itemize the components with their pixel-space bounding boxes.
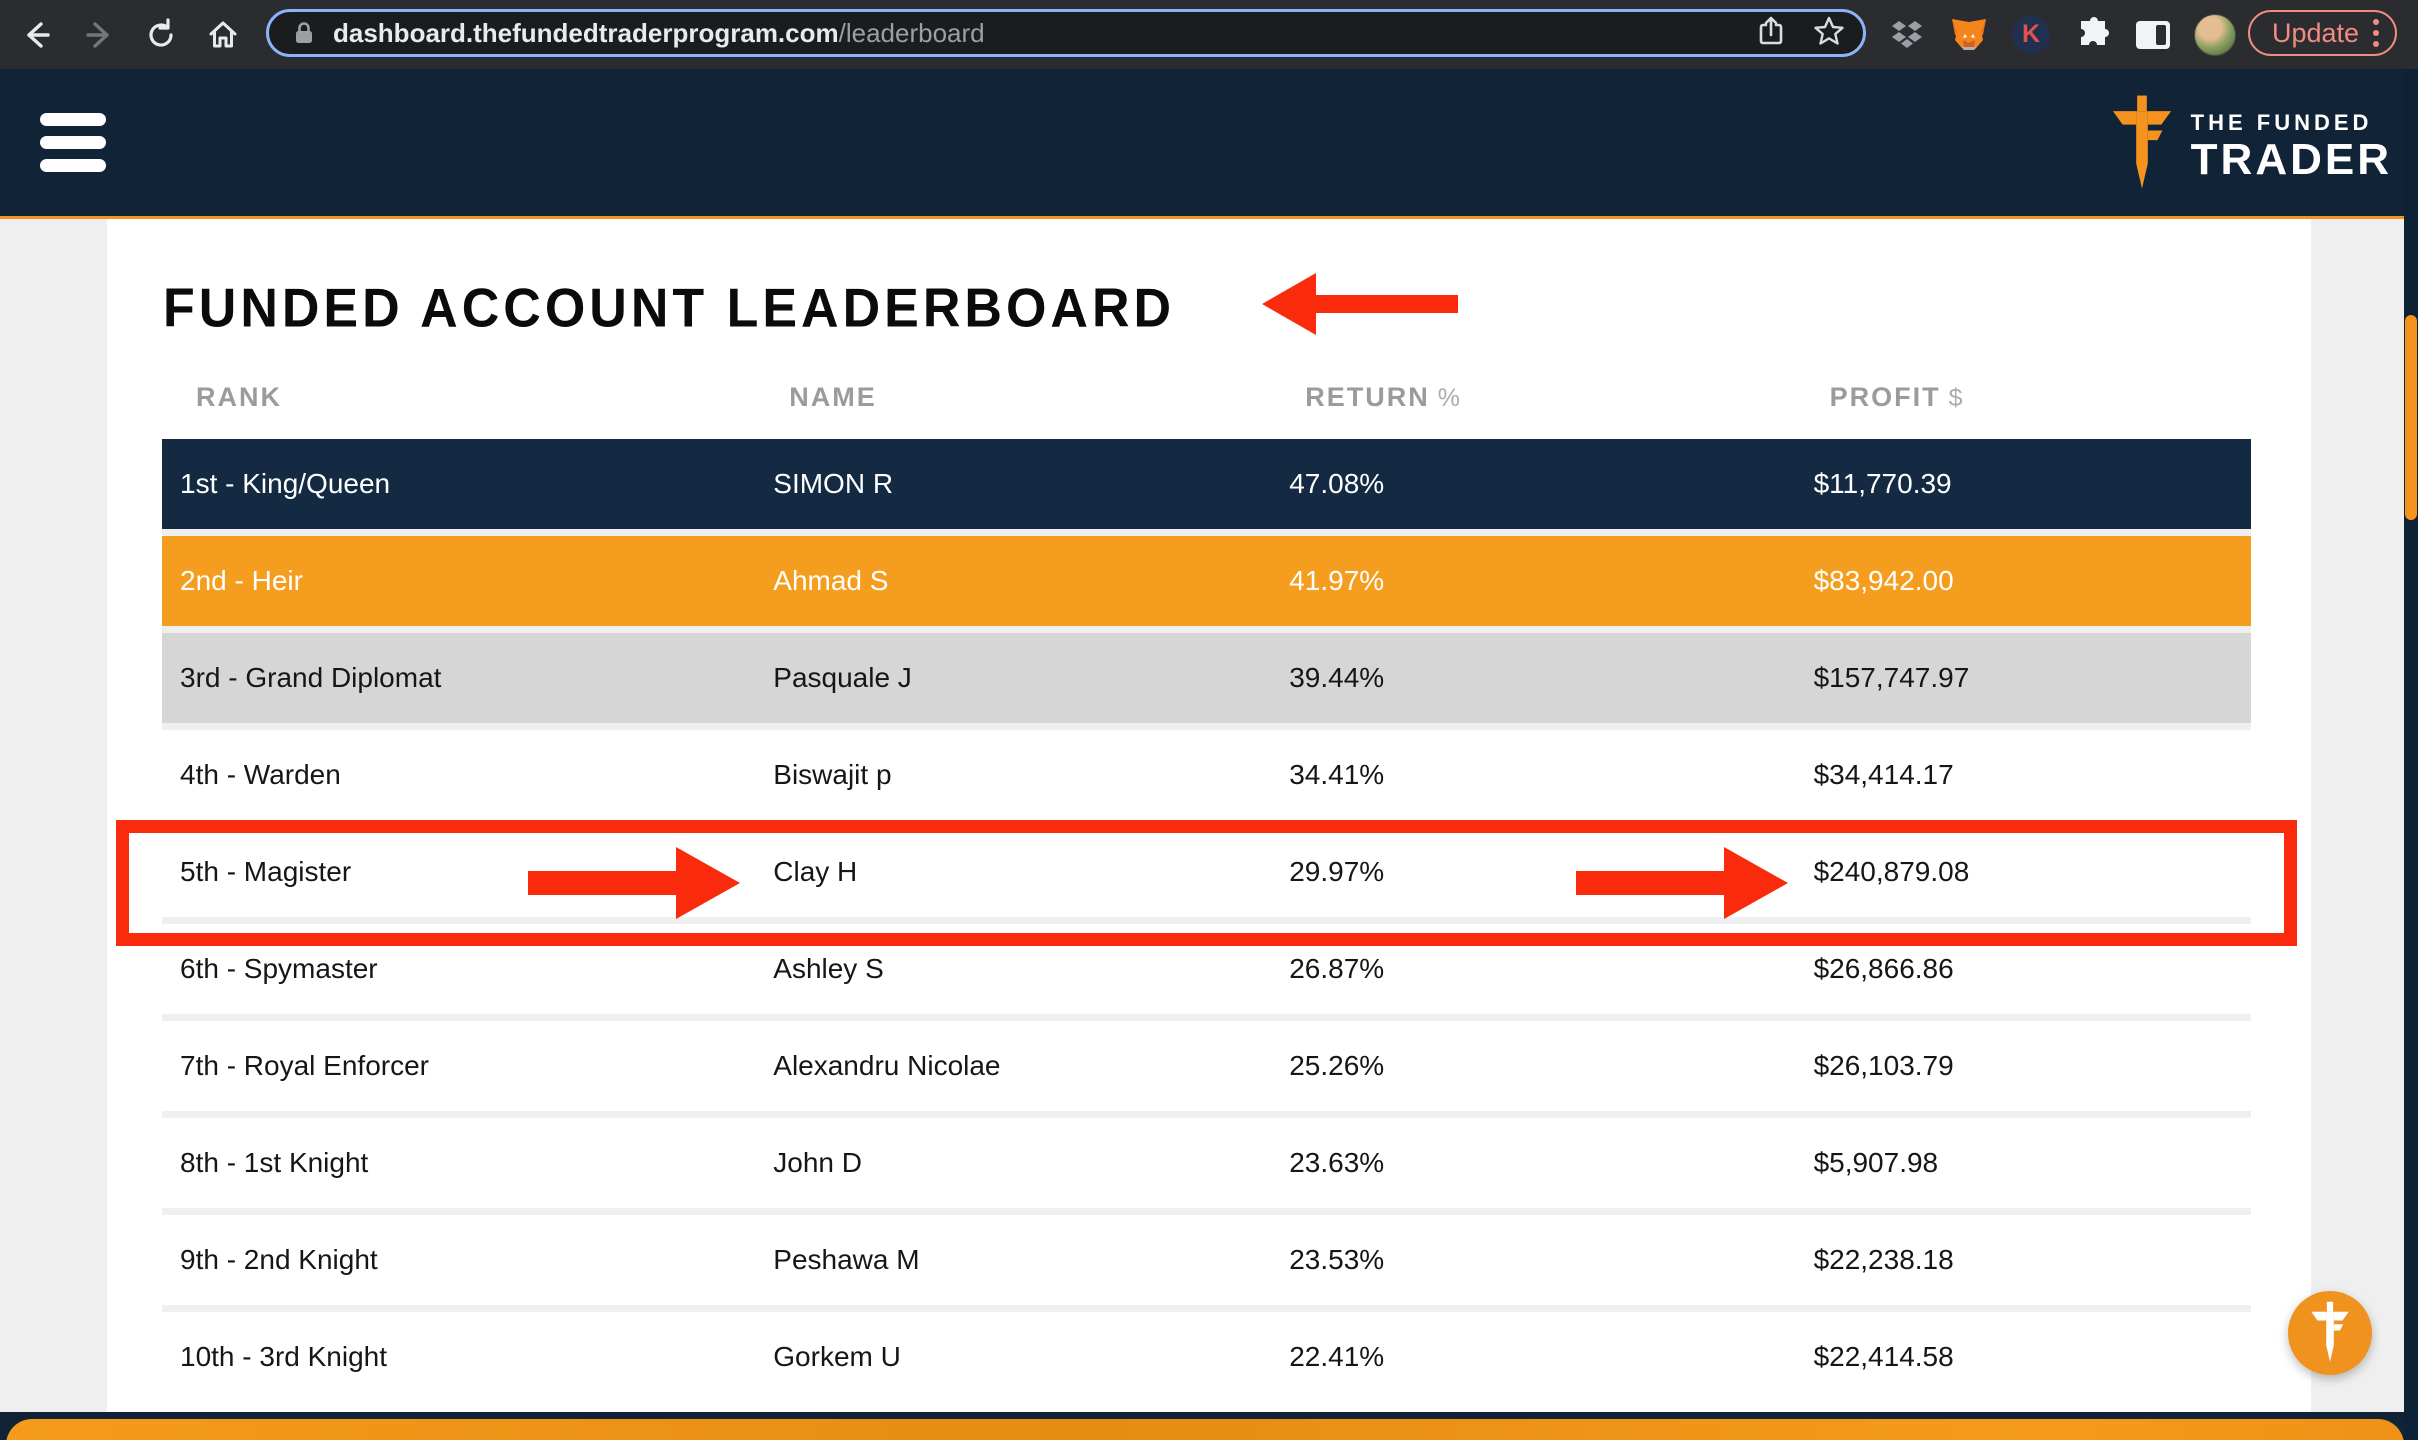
leaderboard-rows: 1st - King/Queen SIMON R 47.08% $11,770.39 2… — [162, 439, 2251, 1402]
cell-name: Biswajit p — [773, 759, 892, 790]
cell-rank: 4th - Warden — [180, 759, 341, 790]
url-path: /leaderboard — [838, 17, 985, 48]
cell-return: 34.41% — [1289, 759, 1385, 790]
leaderboard-row: 1st - King/Queen SIMON R 47.08% $11,770.39 — [162, 439, 2251, 536]
forward-button[interactable] — [76, 12, 122, 58]
cell-return: 39.44% — [1289, 662, 1385, 693]
cell-name: Pasquale J — [773, 662, 912, 693]
cell-rank: 2nd - Heir — [180, 565, 303, 596]
page-content: FUNDED ACCOUNT LEADERBOARD RANK NAME RET… — [107, 219, 2311, 1440]
page-scrollbar-thumb[interactable] — [2405, 315, 2417, 520]
brand-line1: THE FUNDED — [2190, 109, 2373, 135]
leaderboard-row: 9th - 2nd Knight Peshawa M 23.53% $22,238.1… — [162, 1215, 2251, 1312]
reload-button[interactable] — [138, 12, 184, 58]
lock-icon — [291, 20, 317, 46]
dropbox-extension-icon[interactable] — [1888, 16, 1926, 54]
home-button[interactable] — [200, 12, 246, 58]
cell-return: 22.41% — [1289, 1341, 1385, 1372]
leaderboard-row: 8th - 1st Knight John D 23.63% $5,907.98 — [162, 1118, 2251, 1215]
cell-profit: $22,238.18 — [1813, 1244, 1954, 1275]
extensions-puzzle-icon[interactable] — [2074, 16, 2112, 54]
cell-return: 29.97% — [1289, 856, 1385, 887]
cell-profit: $22,414.58 — [1813, 1341, 1954, 1372]
leaderboard-row: 10th - 3rd Knight Gorkem U 22.41% $22,414.5… — [162, 1312, 2251, 1402]
cell-name: Ahmad S — [773, 565, 889, 596]
bookmark-star-icon[interactable] — [1813, 15, 1845, 52]
cell-profit: $11,770.39 — [1813, 468, 1952, 499]
cell-rank: 9th - 2nd Knight — [180, 1244, 378, 1275]
cell-rank: 10th - 3rd Knight — [180, 1341, 388, 1372]
leaderboard-row: 5th - Magister Clay H 29.97% $240,879.08 — [162, 827, 2251, 924]
cell-name: SIMON R — [773, 468, 894, 499]
leaderboard-row: 7th - Royal Enforcer Alexandru Nicolae 25.… — [162, 1021, 2251, 1118]
cell-name: Ashley S — [773, 953, 884, 984]
brand-line2: TRADER — [2190, 134, 2392, 184]
url-text: dashboard.thefundedtraderprogram.com/lea… — [333, 18, 985, 49]
support-fab-button[interactable] — [2288, 1291, 2372, 1375]
cell-name: Peshawa M — [773, 1244, 920, 1275]
leaderboard-row: 4th - Warden Biswajit p 34.41% $34,414.17 — [162, 730, 2251, 827]
column-header-name: NAME — [789, 382, 877, 412]
column-header-rank: RANK — [196, 382, 282, 412]
cell-rank: 5th - Magister — [180, 856, 352, 887]
cell-rank: 3rd - Grand Diplomat — [180, 662, 442, 693]
cell-name: Gorkem U — [773, 1341, 901, 1372]
leaderboard-row: 3rd - Grand Diplomat Pasquale J 39.44% $157… — [162, 633, 2251, 730]
cell-profit: $5,907.98 — [1813, 1147, 1939, 1178]
cell-return: 41.97% — [1289, 565, 1385, 596]
leaderboard-row: 2nd - Heir Ahmad S 41.97% $83,942.00 — [162, 536, 2251, 633]
cell-return: 23.63% — [1289, 1147, 1385, 1178]
browser-toolbar: dashboard.thefundedtraderprogram.com/lea… — [0, 0, 2418, 69]
browser-update-button[interactable]: Update — [2248, 10, 2398, 56]
address-bar[interactable]: dashboard.thefundedtraderprogram.com/lea… — [266, 9, 1866, 57]
cell-profit: $26,103.79 — [1813, 1050, 1954, 1081]
table-header-row: RANK NAME RETURN% PROFIT $ — [162, 382, 2251, 413]
cell-rank: 8th - 1st Knight — [180, 1147, 369, 1178]
cell-profit: $83,942.00 — [1813, 565, 1954, 596]
page-scrollbar-track[interactable] — [2404, 69, 2418, 1440]
cell-profit: $26,866.86 — [1813, 953, 1954, 984]
page-title: FUNDED ACCOUNT LEADERBOARD — [163, 278, 1176, 339]
leaderboard-row: 6th - Spymaster Ashley S 26.87% $26,866.86 — [162, 924, 2251, 1021]
browser-menu-icon[interactable] — [2373, 19, 2380, 47]
cell-return: 47.08% — [1289, 468, 1385, 499]
cell-name: John D — [773, 1147, 862, 1178]
side-panel-icon[interactable] — [2136, 20, 2170, 49]
sword-logo-icon — [2311, 1301, 2349, 1362]
site-header: THE FUNDED TRADER — [0, 69, 2418, 219]
cell-profit: $240,879.08 — [1813, 856, 1970, 887]
back-button[interactable] — [14, 12, 60, 58]
sword-logo-icon — [2111, 91, 2173, 202]
update-label: Update — [2272, 17, 2360, 48]
cell-rank: 6th - Spymaster — [180, 953, 378, 984]
cell-return: 25.26% — [1289, 1050, 1385, 1081]
profile-avatar[interactable] — [2194, 13, 2236, 56]
cell-name: Clay H — [773, 856, 858, 887]
url-host: dashboard.thefundedtraderprogram.com — [333, 17, 839, 48]
column-header-return: RETURN% — [1305, 382, 1462, 412]
cell-profit: $157,747.97 — [1813, 662, 1970, 693]
metamask-extension-icon[interactable] — [1950, 16, 1988, 54]
cell-rank: 7th - Royal Enforcer — [180, 1050, 429, 1081]
cell-return: 23.53% — [1289, 1244, 1385, 1275]
cell-rank: 1st - King/Queen — [180, 468, 391, 499]
footer-orange-banner — [6, 1419, 2404, 1440]
brand-logo[interactable]: THE FUNDED TRADER — [2111, 91, 2392, 202]
share-icon[interactable] — [1755, 15, 1787, 52]
menu-hamburger-button[interactable] — [40, 113, 106, 172]
column-header-profit: PROFIT $ — [1829, 382, 1965, 412]
cell-return: 26.87% — [1289, 953, 1385, 984]
leaderboard-table: RANK NAME RETURN% PROFIT $ 1st - King/Que… — [162, 382, 2251, 1402]
cell-name: Alexandru Nicolae — [773, 1050, 1001, 1081]
cell-profit: $34,414.17 — [1813, 759, 1954, 790]
k-extension-icon[interactable]: K — [2012, 15, 2050, 54]
